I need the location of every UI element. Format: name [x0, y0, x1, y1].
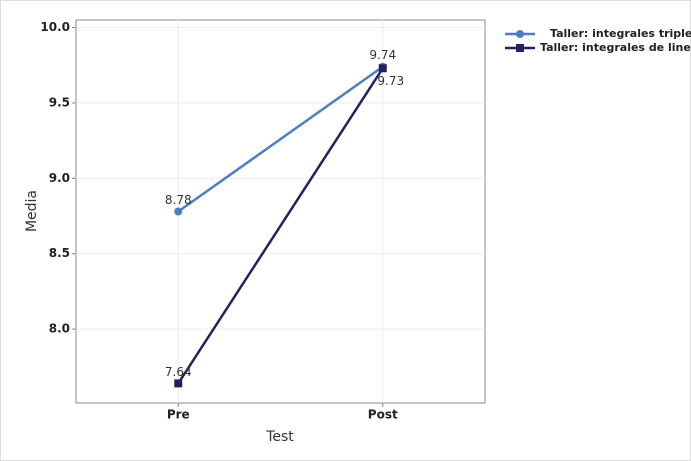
data-label: 9.74: [369, 48, 396, 62]
y-tick-label: 8.5: [49, 246, 70, 260]
point: [378, 64, 387, 73]
y-axis-label: Media: [24, 190, 40, 232]
line: [177, 67, 384, 385]
legend-marker: [516, 30, 524, 38]
x-tick-label: Post: [368, 408, 398, 422]
plot-frame: [75, 19, 486, 404]
data-label: 9.73: [377, 74, 404, 88]
legend-marker: [516, 44, 524, 52]
y-tick-label: 10.0: [40, 20, 70, 34]
data-label: 8.78: [165, 193, 192, 207]
y-tick-label: 8.0: [49, 322, 70, 336]
y-tick-label: 9.0: [49, 171, 70, 185]
x-tick-label: Pre: [167, 408, 190, 422]
data-label: 7.64: [165, 365, 192, 379]
legend-label: Taller: integrales de linea: [540, 41, 691, 54]
legend-label: Taller: integrales triples: [550, 27, 691, 40]
x-axis-label: Test: [265, 429, 294, 445]
point: [174, 207, 183, 216]
point: [174, 379, 183, 388]
y-tick-label: 9.5: [49, 95, 70, 109]
line: [177, 65, 384, 213]
